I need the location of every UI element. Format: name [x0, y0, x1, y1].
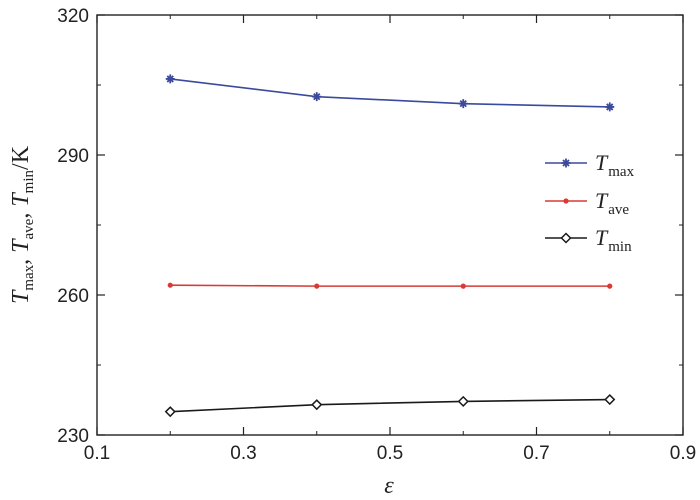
data-point-ave [607, 283, 613, 289]
series-min [164, 393, 616, 418]
legend-entry-max: Tmax [545, 150, 635, 180]
y-title-sub1: max [21, 264, 37, 290]
series-layer [164, 74, 616, 418]
x-tick-label: 0.1 [84, 443, 110, 464]
legend-label: Tave [595, 188, 629, 218]
y-title-sub2: ave [21, 218, 37, 239]
series-line-min [170, 398, 610, 413]
data-point-ave [314, 283, 320, 289]
legend-entry-ave: Tave [545, 188, 629, 218]
y-title-sep1: , [8, 259, 34, 265]
y-title-sub3: min [21, 169, 37, 193]
data-point-max [165, 74, 175, 84]
y-tick-label: 230 [57, 426, 89, 447]
data-point-min [311, 399, 323, 411]
y-tick-label: 260 [57, 286, 89, 307]
legend-label: Tmax [595, 150, 635, 180]
y-title-unit: /K [8, 145, 34, 170]
y-title-t3: T [8, 192, 34, 207]
data-point-max [312, 92, 322, 102]
data-point-ave [167, 282, 173, 288]
x-tick-label: 0.9 [670, 443, 696, 464]
y-title-t1: T [8, 289, 34, 304]
legend-label: Tmin [595, 225, 632, 255]
data-point-min [604, 393, 616, 406]
y-tick-label: 290 [57, 146, 89, 167]
legend-entry-min: Tmin [545, 225, 632, 255]
series-max [165, 74, 615, 112]
legend-marker [563, 198, 569, 204]
data-point-max [605, 102, 615, 112]
series-line-max [170, 78, 610, 108]
legend: Tmax Tave Tmin [545, 150, 635, 255]
y-axis-title: Tmax, Tave, Tmin/K [8, 145, 37, 304]
axis-ticks: 0.1 0.3 0.5 0.7 0.9 230 260 290 320 [57, 6, 696, 464]
series-line-ave [170, 284, 610, 287]
y-tick-label: 320 [57, 6, 89, 27]
legend-marker [561, 158, 571, 168]
x-tick-label: 0.3 [230, 443, 256, 464]
data-point-ave [460, 283, 466, 289]
data-point-min [164, 406, 176, 418]
data-point-min [457, 395, 469, 407]
series-ave [167, 282, 613, 289]
data-point-max [458, 99, 468, 109]
y-title-t2: T [8, 238, 34, 253]
x-axis-title: ε [384, 473, 394, 499]
y-title-sep2: , [8, 213, 34, 219]
x-tick-label: 0.5 [377, 443, 403, 464]
x-tick-label: 0.7 [523, 443, 549, 464]
legend-marker [560, 232, 572, 244]
